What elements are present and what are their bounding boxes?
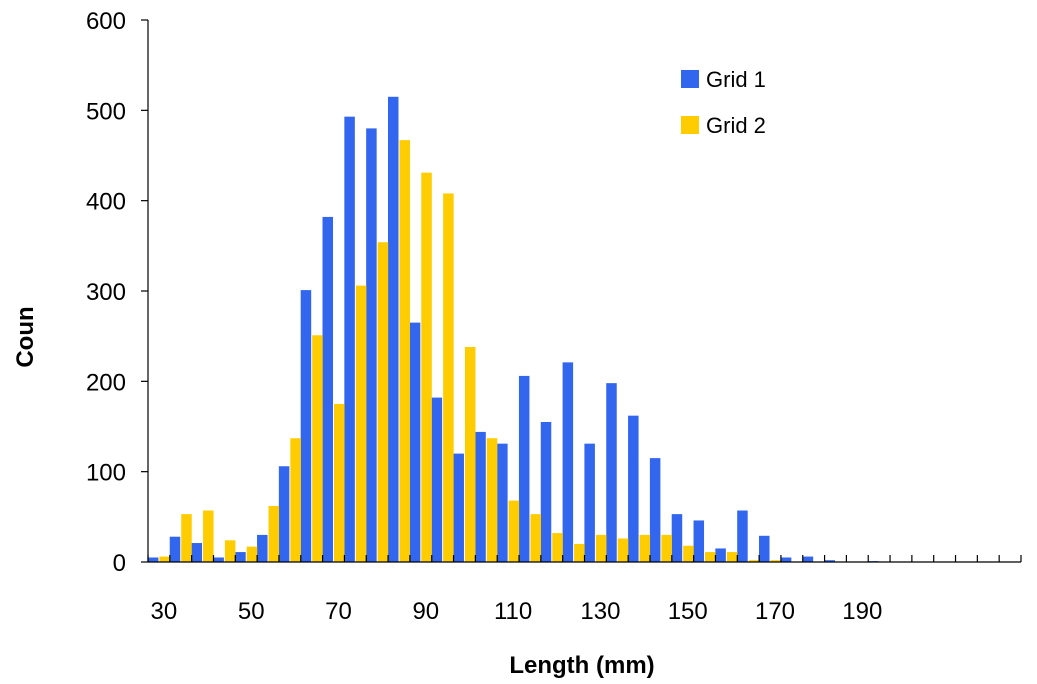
bar-grid-1-170 (759, 535, 770, 562)
bar-grid-1-95 (431, 397, 443, 562)
x-tick-label: 90 (412, 598, 439, 625)
bar-grid-2-130 (595, 534, 607, 562)
bar-grid-1-55 (257, 534, 268, 562)
bar-grid-2-80 (377, 242, 389, 562)
y-tick-label: 0 (113, 550, 126, 577)
bar-grid-1-135 (606, 383, 617, 562)
x-tick-label: 30 (151, 598, 178, 625)
y-tick-label: 300 (86, 279, 126, 306)
bar-grid-1-85 (387, 96, 399, 562)
bar-grid-2-125 (574, 543, 585, 562)
bar-grid-1-140 (628, 415, 639, 562)
bar-grid-1-90 (409, 322, 421, 562)
bar-grid-2-85 (399, 140, 410, 562)
bar-grid-1-160 (715, 548, 726, 562)
bar-grid-1-180 (802, 556, 814, 562)
bar-grid-1-100 (453, 453, 464, 562)
bar-grid-1-155 (693, 520, 705, 562)
legend: Grid 1 Grid 2 (681, 67, 766, 138)
y-tick-label: 400 (86, 189, 126, 216)
x-tick-label: 110 (494, 598, 532, 625)
bar-grid-2-110 (508, 500, 520, 562)
bar-grid-1-120 (540, 421, 552, 562)
bar-grid-2-45 (224, 540, 236, 562)
y-tick-label: 600 (86, 8, 126, 35)
bar-grid-2-35 (181, 514, 192, 562)
bar-grid-2-145 (661, 534, 672, 562)
bar-grid-1-30 (147, 557, 159, 562)
y-tick-label: 200 (86, 369, 126, 396)
bar-grid-2-120 (552, 533, 563, 562)
bar-grid-2-150 (683, 545, 694, 562)
bar-grid-2-135 (617, 538, 629, 562)
bar-grid-1-75 (344, 116, 355, 562)
bar-grid-2-70 (334, 403, 345, 562)
bar-grid-1-175 (780, 557, 792, 562)
y-tick-label: 500 (86, 98, 126, 125)
bar-grid-2-55 (268, 505, 280, 562)
bar-grid-1-130 (584, 443, 595, 562)
bar-grid-1-105 (475, 431, 486, 562)
bar-grid-2-115 (530, 514, 541, 562)
bar-grid-2-155 (705, 552, 716, 562)
x-axis-title: Length (mm) (509, 652, 654, 679)
y-tick-label: 100 (86, 460, 126, 487)
bar-grid-1-65 (300, 290, 312, 562)
bar-grid-1-110 (497, 443, 508, 562)
y-axis-title: Coun (12, 306, 39, 367)
x-ticks: 30 50 70 90 110 130 150 170 190 (147, 555, 1022, 625)
bar-grid-1-40 (191, 543, 203, 562)
bars-layer (147, 96, 879, 562)
bar-grid-1-80 (366, 128, 377, 562)
x-tick-label: 170 (755, 598, 795, 625)
bar-grid-2-40 (203, 510, 214, 562)
bar-grid-2-165 (748, 560, 760, 562)
legend-swatch-grid-2 (681, 116, 699, 134)
x-tick-label: 50 (238, 598, 265, 625)
bar-grid-2-30 (159, 556, 170, 562)
bar-grid-1-50 (235, 552, 246, 562)
bar-grid-2-160 (726, 552, 738, 562)
bar-grid-1-70 (322, 216, 334, 562)
bar-grid-2-75 (355, 285, 367, 562)
bar-grid-1-115 (518, 375, 530, 562)
bar-grid-2-105 (486, 438, 498, 562)
legend-swatch-grid-1 (681, 70, 699, 88)
bar-grid-1-60 (278, 466, 290, 562)
bar-grid-1-150 (671, 514, 683, 562)
x-tick-label: 130 (580, 598, 620, 625)
bar-grid-1-45 (213, 557, 224, 562)
bar-grid-2-140 (639, 534, 651, 562)
bar-grid-1-185 (824, 560, 835, 562)
bar-grid-2-60 (290, 438, 301, 562)
x-tick-label: 150 (668, 598, 708, 625)
bar-grid-1-125 (562, 362, 574, 562)
bar-grid-2-65 (312, 335, 323, 562)
x-tick-label: 70 (325, 598, 352, 625)
bar-grid-1-145 (649, 458, 661, 562)
legend-label-grid-1: Grid 1 (706, 67, 766, 92)
bar-grid-2-95 (443, 193, 454, 562)
bar-grid-2-170 (770, 560, 782, 562)
bar-grid-1-165 (737, 510, 748, 562)
x-tick-label: 190 (842, 598, 882, 625)
bar-grid-2-50 (246, 546, 258, 562)
bar-grid-2-100 (464, 347, 476, 562)
legend-label-grid-2: Grid 2 (706, 113, 766, 138)
y-ticks: 0 100 200 300 400 500 600 (86, 8, 148, 577)
bar-grid-2-90 (421, 172, 432, 562)
bar-grid-1-35 (169, 536, 181, 562)
